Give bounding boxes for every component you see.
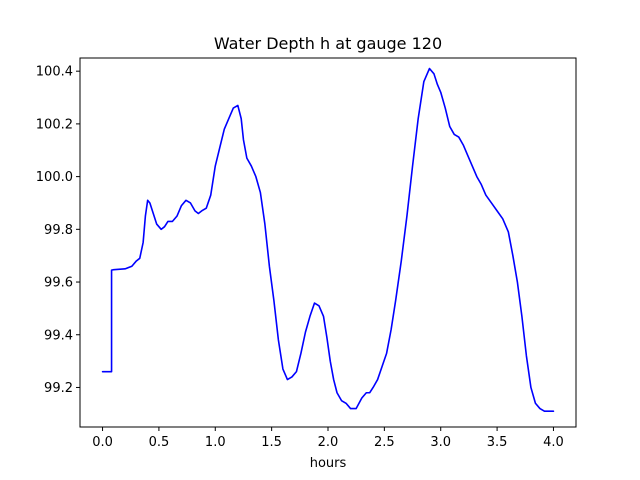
x-tick-label: 1.0 [205,435,226,450]
y-tick-label: 99.2 [44,381,73,396]
y-tick-label: 99.4 [44,328,73,343]
x-tick-label: 0.5 [149,435,170,450]
x-tick-label: 3.0 [430,435,451,450]
chart-title: Water Depth h at gauge 120 [214,34,442,53]
x-tick-label: 4.0 [543,435,564,450]
y-tick-label: 100.0 [36,170,73,185]
y-tick-label: 100.4 [36,65,73,80]
y-tick-label: 100.2 [36,117,73,132]
x-tick-label: 2.0 [318,435,339,450]
x-tick-label: 0.0 [92,435,113,450]
x-axis-label: hours [310,456,347,471]
y-tick-label: 99.8 [44,223,73,238]
x-tick-label: 2.5 [374,435,395,450]
series-line-0 [101,67,555,412]
x-tick-label: 1.5 [261,435,282,450]
x-tick-label: 3.5 [487,435,508,450]
plot-area: 0.0 0.5 1.0 1.5 2.0 2.5 3.0 3.5 4.0 99.2 99.4 99.6 9… [36,57,577,450]
y-tick-label: 99.6 [44,276,73,291]
